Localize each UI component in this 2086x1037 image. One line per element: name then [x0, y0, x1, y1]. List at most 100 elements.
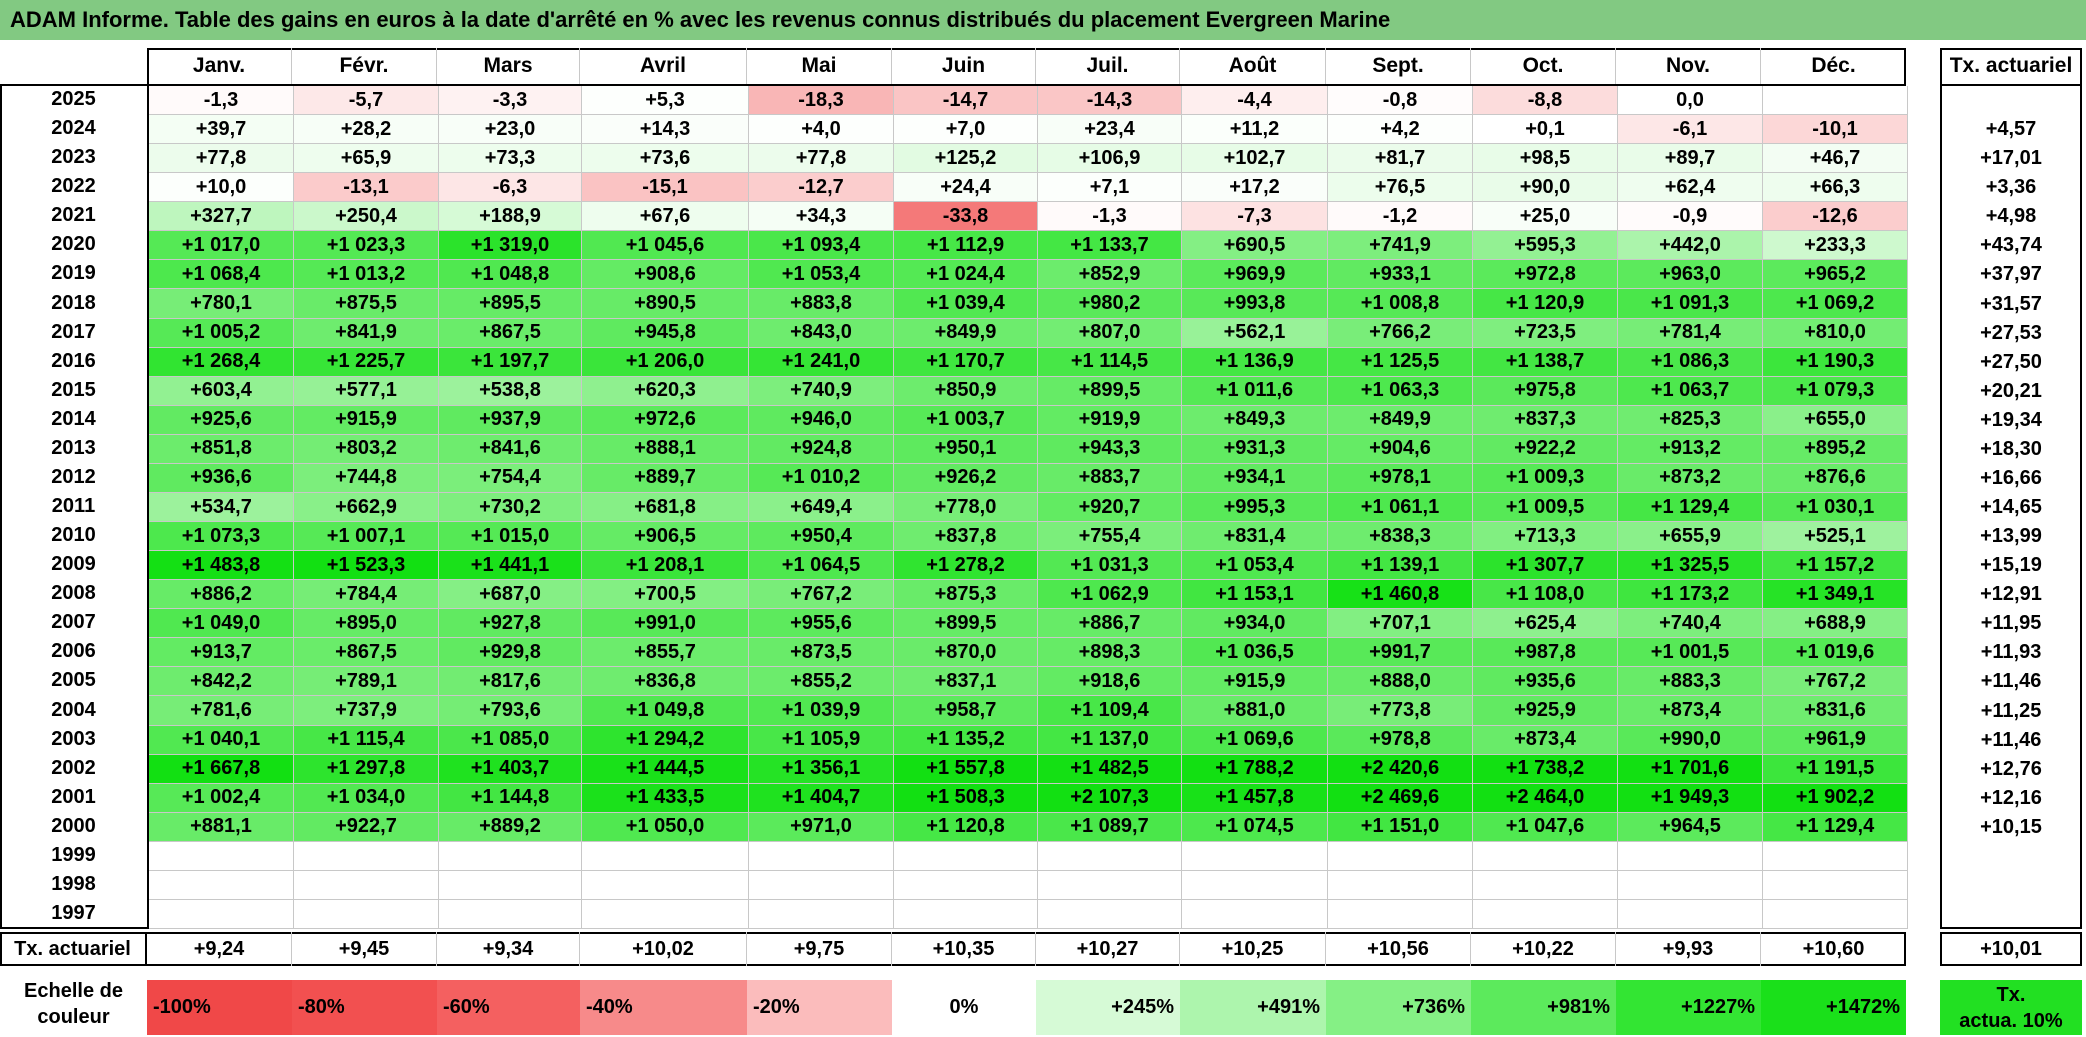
gain-cell: +929,8	[439, 638, 582, 668]
month-header: Févr.	[292, 48, 437, 84]
year-label: 2005	[51, 669, 96, 692]
month-header: Juin	[892, 48, 1036, 84]
gain-cell: +754,4	[439, 463, 582, 493]
tx-actuariel-cell	[1940, 842, 2082, 871]
month-header: Juil.	[1036, 48, 1180, 84]
gain-cell: +995,3	[1182, 492, 1328, 523]
tx-actuariel-cell: +20,21	[1980, 379, 2042, 402]
gain-cell: +886,2	[149, 580, 294, 610]
gain-cell: +958,7	[894, 696, 1038, 726]
footer-tx-value: +9,45	[292, 932, 437, 966]
gain-cell: +955,6	[749, 609, 894, 639]
gain-cell	[1473, 841, 1618, 871]
gain-cell: +1 009,5	[1473, 492, 1618, 523]
gain-cell: +964,5	[1618, 812, 1763, 842]
gain-cell: +883,7	[1038, 463, 1182, 493]
gain-cell: -5,7	[294, 86, 439, 116]
color-scale-step: -80%	[292, 980, 437, 1035]
gain-cell: +233,3	[1763, 231, 1908, 261]
gain-cell: +5,3	[582, 86, 749, 116]
gain-cell: +1 307,7	[1473, 551, 1618, 581]
tx-actuariel-cell: +11,25	[1980, 699, 2042, 722]
gain-cell: +849,3	[1182, 405, 1328, 435]
gain-cell	[439, 841, 582, 871]
gain-cell: +993,8	[1182, 289, 1328, 319]
gain-cell: +906,5	[582, 522, 749, 552]
gain-cell: +937,9	[439, 405, 582, 435]
gain-cell: +1 013,2	[294, 260, 439, 290]
gain-cell: +978,1	[1328, 463, 1473, 493]
gain-cell: +1 404,7	[749, 783, 894, 813]
gain-cell: +935,6	[1473, 667, 1618, 697]
gain-cell: +843,0	[749, 318, 894, 348]
year-label: 2023	[51, 146, 96, 169]
year-label: 2000	[51, 814, 96, 837]
gain-cell	[294, 899, 439, 930]
legend-line1: Tx.	[1996, 983, 2026, 1006]
gain-cell: -18,3	[749, 86, 894, 116]
gain-cell: +773,8	[1328, 696, 1473, 726]
gain-cell: +24,4	[894, 173, 1038, 203]
month-header: Déc.	[1811, 54, 1856, 77]
gain-cell: +7,0	[894, 115, 1038, 145]
gain-cell: +1 091,3	[1618, 289, 1763, 319]
gain-cell: +62,4	[1618, 173, 1763, 203]
color-scale-step: +245%	[1036, 980, 1180, 1035]
gain-cell: +1 208,1	[582, 551, 749, 581]
tx-actuariel-cell: +12,76	[1980, 757, 2042, 780]
gain-cell: +1 085,0	[439, 725, 582, 755]
gain-cell: +595,3	[1473, 231, 1618, 261]
gain-cell	[149, 870, 294, 900]
gain-cell: +841,9	[294, 318, 439, 348]
gain-cell: +67,6	[582, 202, 749, 232]
year-label: 1998	[51, 872, 96, 895]
gain-cell: +1 053,4	[1182, 551, 1328, 581]
gain-cell: +836,8	[582, 667, 749, 697]
gain-cell: +991,7	[1328, 638, 1473, 668]
gain-cell: +1 015,0	[439, 522, 582, 552]
gain-cell: +784,4	[294, 580, 439, 610]
gain-cell: +924,8	[749, 434, 894, 464]
gain-cell: +898,3	[1038, 638, 1182, 668]
color-scale-step: +736%	[1326, 980, 1471, 1035]
year-label: 2018	[51, 291, 96, 314]
report-title: ADAM Informe. Table des gains en euros à…	[0, 0, 2086, 40]
gain-cell: +888,1	[582, 434, 749, 464]
gain-cell: +1 030,1	[1763, 492, 1908, 523]
gain-cell	[1763, 870, 1908, 900]
gain-cell: +969,9	[1182, 260, 1328, 290]
tx-actuariel-cell	[1940, 871, 2082, 900]
gain-cell: +1 109,4	[1038, 696, 1182, 726]
gain-cell: +81,7	[1328, 144, 1473, 174]
gain-cell: +577,1	[294, 376, 439, 406]
gain-cell: +687,0	[439, 580, 582, 610]
gain-cell: +1 047,6	[1473, 812, 1618, 842]
gain-cell: +1 039,9	[749, 696, 894, 726]
gain-cell: +1 063,7	[1618, 376, 1763, 406]
gain-cell	[1328, 841, 1473, 871]
year-label: 2017	[51, 320, 96, 343]
gain-cell: +65,9	[294, 144, 439, 174]
month-header: Août	[1180, 48, 1326, 84]
gain-cell	[894, 870, 1038, 900]
year-label: 2019	[51, 262, 96, 285]
gain-cell: +881,1	[149, 812, 294, 842]
gain-cell: +831,6	[1763, 696, 1908, 726]
gain-cell: +1 441,1	[439, 551, 582, 581]
color-scale-step: +1227%	[1616, 980, 1761, 1035]
gain-cell: +1 068,4	[149, 260, 294, 290]
gain-cell: -15,1	[582, 173, 749, 203]
gain-cell: +525,1	[1763, 522, 1908, 552]
gain-cell: +933,1	[1328, 260, 1473, 290]
color-scale-step: +1472%	[1761, 980, 1906, 1035]
scale-label-line1: Echelle de	[24, 980, 123, 1002]
gain-cell: +895,5	[439, 289, 582, 319]
gain-cell: +1 153,1	[1182, 580, 1328, 610]
gain-cell	[1618, 899, 1763, 930]
gain-cell: +4,0	[749, 115, 894, 145]
gain-cell: +789,1	[294, 667, 439, 697]
footer-total-frame	[1940, 932, 2082, 966]
gain-cell: +1 114,5	[1038, 347, 1182, 377]
gain-cell: +1 225,7	[294, 347, 439, 377]
gain-cell: +1 008,8	[1328, 289, 1473, 319]
